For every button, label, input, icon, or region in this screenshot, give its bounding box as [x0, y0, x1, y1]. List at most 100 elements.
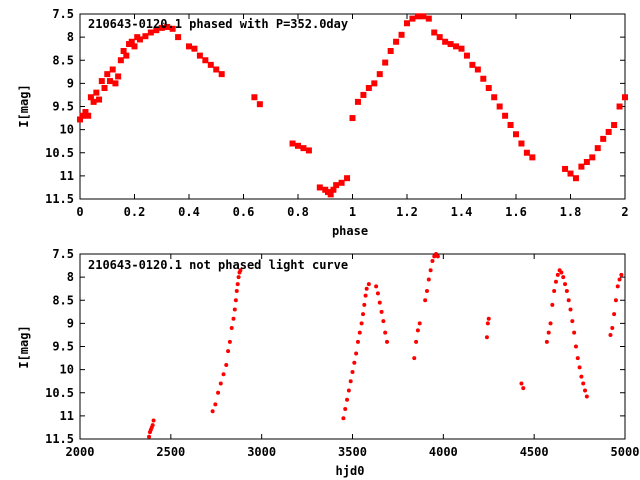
data-point — [562, 165, 569, 172]
data-point — [463, 52, 470, 59]
data-point — [169, 25, 176, 32]
data-point — [366, 282, 371, 287]
data-point — [564, 289, 569, 293]
data-point — [112, 80, 119, 87]
data-point — [210, 409, 215, 414]
unphased-plot-xtick-label: 4000 — [429, 445, 458, 459]
data-point — [123, 52, 130, 59]
unphased-plot-frame — [79, 253, 626, 440]
data-point — [354, 351, 359, 356]
data-point — [98, 78, 105, 85]
data-point — [398, 31, 405, 38]
data-point — [575, 356, 580, 361]
phased-plot-xlabel: phase — [332, 224, 368, 238]
unphased-plot-ytick-label: 10 — [60, 363, 74, 377]
data-point — [235, 282, 240, 287]
data-point — [175, 34, 182, 41]
unphased-plot-ytick-label: 11 — [60, 409, 74, 423]
data-point — [374, 284, 379, 289]
unphased-plot-xtick-label: 5000 — [611, 445, 640, 459]
data-point — [387, 48, 394, 54]
phased-plot-xtick-label: 1 — [349, 205, 356, 219]
data-point — [523, 149, 530, 156]
unphased-plot-points — [147, 252, 624, 439]
data-point — [341, 416, 346, 421]
data-point — [442, 38, 449, 45]
data-point — [553, 279, 558, 284]
unphased-plot-xtick-label: 2000 — [66, 445, 95, 459]
data-point — [330, 186, 337, 193]
phased-plot-xtick-label: 1.2 — [396, 205, 418, 219]
data-point — [300, 145, 307, 152]
data-point — [106, 78, 113, 85]
phased-plot-ytick-label: 9 — [67, 76, 74, 90]
data-point — [289, 140, 296, 147]
data-point — [256, 101, 263, 108]
phased-plot-ytick-label: 11 — [60, 169, 74, 183]
phased-plot-xtick-label: 1.8 — [560, 205, 582, 219]
data-point — [364, 286, 369, 291]
data-point — [486, 316, 491, 321]
data-point — [360, 91, 367, 98]
data-point — [548, 321, 553, 326]
phased-plot-xtick-label: 0.2 — [124, 205, 146, 219]
data-point — [382, 59, 389, 66]
unphased-plot: 2000 2500 3000 3500 4000 4500 5000 7.5 8 8.5 9 9.5 1… — [17, 247, 639, 478]
data-point — [546, 330, 551, 335]
data-point — [613, 298, 618, 303]
data-point — [147, 29, 154, 36]
data-point — [521, 386, 526, 391]
data-point — [436, 34, 443, 41]
data-point — [518, 140, 525, 147]
data-point — [563, 282, 568, 287]
data-point — [605, 128, 612, 135]
data-point — [513, 131, 519, 138]
data-point — [251, 94, 258, 101]
data-point — [191, 45, 198, 52]
data-point — [371, 80, 378, 87]
unphased-plot-ytick-label: 8.5 — [52, 293, 74, 307]
data-point — [447, 41, 454, 48]
data-point — [186, 43, 192, 50]
data-point — [93, 89, 100, 96]
data-point — [128, 38, 135, 45]
data-point — [550, 302, 555, 307]
data-point — [423, 298, 428, 303]
data-point — [238, 268, 243, 273]
data-point — [491, 94, 498, 101]
data-point — [484, 335, 489, 340]
unphased-plot-ytick-label: 11.5 — [45, 432, 74, 446]
unphased-plot-ytick-label: 9 — [67, 316, 74, 330]
data-point — [90, 98, 97, 105]
unphased-plot-ytick-label: 7.5 — [52, 247, 74, 261]
data-point — [568, 307, 573, 312]
data-point — [345, 397, 350, 402]
data-point — [622, 94, 628, 101]
unphased-plot-ylabel: I[mag] — [17, 325, 31, 368]
data-point — [348, 379, 353, 384]
data-point — [611, 122, 618, 128]
data-point — [404, 20, 410, 27]
data-point — [529, 154, 536, 161]
phased-plot-ticks: 0 0.2 0.4 0.6 0.8 1 1.2 1.4 1.6 1.8 2 7.5 8 8.5 9 9.5 10… — [45, 7, 629, 219]
data-point — [519, 381, 524, 386]
data-point — [359, 321, 364, 326]
data-point — [496, 103, 503, 110]
data-point — [350, 369, 355, 374]
data-point — [375, 291, 380, 296]
data-point — [234, 289, 239, 293]
unphased-plot-xtick-label: 3500 — [338, 445, 367, 459]
data-point — [221, 372, 226, 377]
phased-plot-xtick-label: 1.6 — [505, 205, 527, 219]
data-point — [583, 388, 588, 393]
data-point — [435, 254, 440, 259]
data-point — [224, 363, 229, 367]
data-point — [612, 312, 617, 317]
data-point — [552, 289, 557, 293]
data-point — [431, 29, 438, 36]
unphased-plot-ticks: 2000 2500 3000 3500 4000 4500 5000 7.5 8 8.5 9 9.5 1… — [45, 247, 639, 459]
data-point — [428, 268, 433, 273]
data-point — [354, 98, 361, 105]
phased-plot-xtick-label: 0.8 — [287, 205, 309, 219]
data-point — [616, 103, 623, 110]
